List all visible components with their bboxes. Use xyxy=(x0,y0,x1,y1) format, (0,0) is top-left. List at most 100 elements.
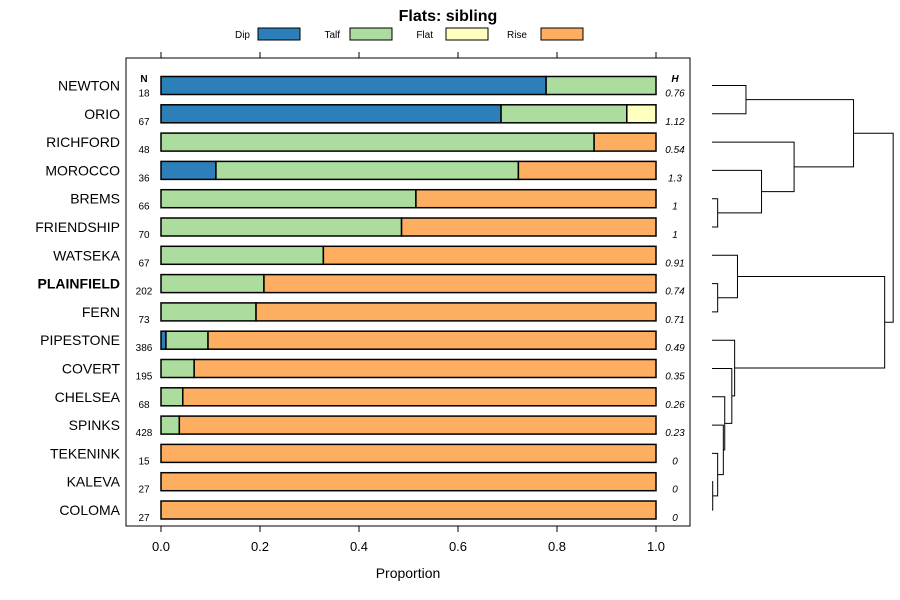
bar-segment-kaleva-rise xyxy=(160,471,657,492)
bar-segment-covert-rise xyxy=(193,358,657,379)
bar-segment-brems-rise xyxy=(415,188,657,209)
legend-swatch-rise xyxy=(540,27,584,41)
row-label-newton: NEWTON xyxy=(58,78,120,94)
row-h-pipestone: 0.49 xyxy=(665,343,685,354)
legend-label-flat: Flat xyxy=(416,30,433,41)
row-label-kaleva: KALEVA xyxy=(67,474,121,490)
bar-segment-friendship-talf xyxy=(160,217,403,237)
bar-segment-orio-talf xyxy=(500,104,628,124)
row-label-fern: FERN xyxy=(82,304,120,320)
legend-swatch-flat xyxy=(445,27,489,41)
bar-segment-morocco-dip xyxy=(160,160,217,181)
x-axis-ticks: 0.0 0.2 0.4 0.6 0.8 1.0 xyxy=(152,52,665,554)
bar-segment-fern-rise xyxy=(255,302,657,322)
row-h-chelsea: 0.26 xyxy=(665,400,685,411)
bar-segment-watseka-rise xyxy=(322,245,657,266)
row-h-friendship: 1 xyxy=(672,230,678,241)
row-label-covert: COVERT xyxy=(62,361,121,377)
x-tick-label-5: 1.0 xyxy=(647,539,665,554)
bar-segment-orio-flat xyxy=(626,104,657,124)
row-label-friendship: FRIENDSHIP xyxy=(35,219,120,235)
bar-segment-chelsea-rise xyxy=(182,387,657,407)
row-n-newton: 18 xyxy=(138,89,150,100)
x-axis-label: Proportion xyxy=(376,565,441,581)
row-h-watseka: 0.91 xyxy=(665,258,684,269)
bar-segment-pipestone-rise xyxy=(207,330,657,350)
legend-swatch-dip xyxy=(257,27,301,41)
row-h-covert: 0.35 xyxy=(665,372,685,383)
row-h-coloma: 0 xyxy=(672,513,678,524)
h-column-header: H xyxy=(671,74,679,85)
bar-segment-morocco-talf xyxy=(215,160,520,181)
row-n-orio: 67 xyxy=(138,117,150,128)
row-h-fern: 0.71 xyxy=(665,315,684,326)
bar-segment-newton-dip xyxy=(160,75,547,96)
row-n-chelsea: 68 xyxy=(138,400,150,411)
row-h-tekenink: 0 xyxy=(672,456,678,467)
dendrogram-branch-4 xyxy=(745,99,855,168)
row-n-coloma: 27 xyxy=(138,513,150,524)
x-tick-label-3: 0.6 xyxy=(449,539,467,554)
bar-segment-chelsea-talf xyxy=(160,387,184,407)
bar-segment-fern-talf xyxy=(160,302,257,322)
bar-segment-brems-talf xyxy=(160,188,417,209)
row-h-morocco: 1.3 xyxy=(668,173,682,184)
bar-segment-coloma-rise xyxy=(160,500,657,520)
legend-swatch-talf xyxy=(349,27,393,41)
row-h-brems: 1 xyxy=(672,202,678,213)
row-n-richford: 48 xyxy=(138,145,150,156)
x-tick-label-4: 0.8 xyxy=(548,539,566,554)
bar-rows: NEWTON 18 0.76 ORIO 67 1.12 RICHFORD 48 0.54 MORO… xyxy=(35,75,685,524)
dendrogram-branch-14 xyxy=(853,132,894,323)
row-n-pipestone: 386 xyxy=(136,343,153,354)
row-n-kaleva: 27 xyxy=(138,485,150,496)
dendrogram-branch-5 xyxy=(712,283,719,313)
bar-segment-spinks-talf xyxy=(160,415,181,435)
row-n-watseka: 67 xyxy=(138,258,150,269)
legend-label-talf: Talf xyxy=(324,30,340,41)
row-n-friendship: 70 xyxy=(138,230,150,241)
row-n-covert: 195 xyxy=(136,372,153,383)
dendrogram-branch-3 xyxy=(712,141,795,193)
row-h-spinks: 0.23 xyxy=(665,428,685,439)
legend-label-rise: Rise xyxy=(507,30,527,41)
dendrogram-branch-11 xyxy=(712,368,733,424)
row-label-pipestone: PIPESTONE xyxy=(40,332,120,348)
row-h-plainfield: 0.74 xyxy=(665,287,685,298)
x-tick-label-2: 0.4 xyxy=(350,539,368,554)
dendrogram-branch-2 xyxy=(712,169,763,214)
legend: Dip Talf Flat Rise xyxy=(235,27,584,41)
dendrogram-branch-12 xyxy=(712,339,736,397)
row-n-fern: 73 xyxy=(138,315,150,326)
row-h-richford: 0.54 xyxy=(665,145,685,156)
n-column-header: N xyxy=(140,74,147,85)
bar-segment-orio-dip xyxy=(160,104,502,124)
bar-segment-richford-rise xyxy=(593,132,657,152)
dendrogram-branch-7 xyxy=(712,481,714,511)
row-h-kaleva: 0 xyxy=(672,485,678,496)
row-label-coloma: COLOMA xyxy=(59,502,120,518)
dendrogram-branch-10 xyxy=(712,396,726,451)
row-label-spinks: SPINKS xyxy=(69,417,120,433)
bar-segment-spinks-rise xyxy=(178,415,657,435)
bar-segment-plainfield-talf xyxy=(160,273,265,294)
row-label-tekenink: TEKENINK xyxy=(50,445,121,461)
bar-segment-morocco-rise xyxy=(517,160,657,181)
dendrogram-branch-6 xyxy=(712,254,738,299)
row-label-watseka: WATSEKA xyxy=(53,247,121,263)
row-label-morocco: MOROCCO xyxy=(45,162,120,178)
row-label-chelsea: CHELSEA xyxy=(55,389,121,405)
row-h-orio: 1.12 xyxy=(665,117,685,128)
bar-segment-pipestone-talf xyxy=(165,330,209,350)
x-tick-label-1: 0.2 xyxy=(251,539,269,554)
row-label-plainfield: PLAINFIELD xyxy=(38,276,120,292)
dendrogram xyxy=(712,85,894,511)
row-n-morocco: 36 xyxy=(138,173,150,184)
plot-frame xyxy=(125,57,691,527)
dendrogram-branch-9 xyxy=(712,424,724,476)
row-n-plainfield: 202 xyxy=(136,287,153,298)
chart-title: Flats: sibling xyxy=(399,8,498,25)
x-tick-label-0: 0.0 xyxy=(152,539,170,554)
bar-segment-tekenink-rise xyxy=(160,443,657,464)
